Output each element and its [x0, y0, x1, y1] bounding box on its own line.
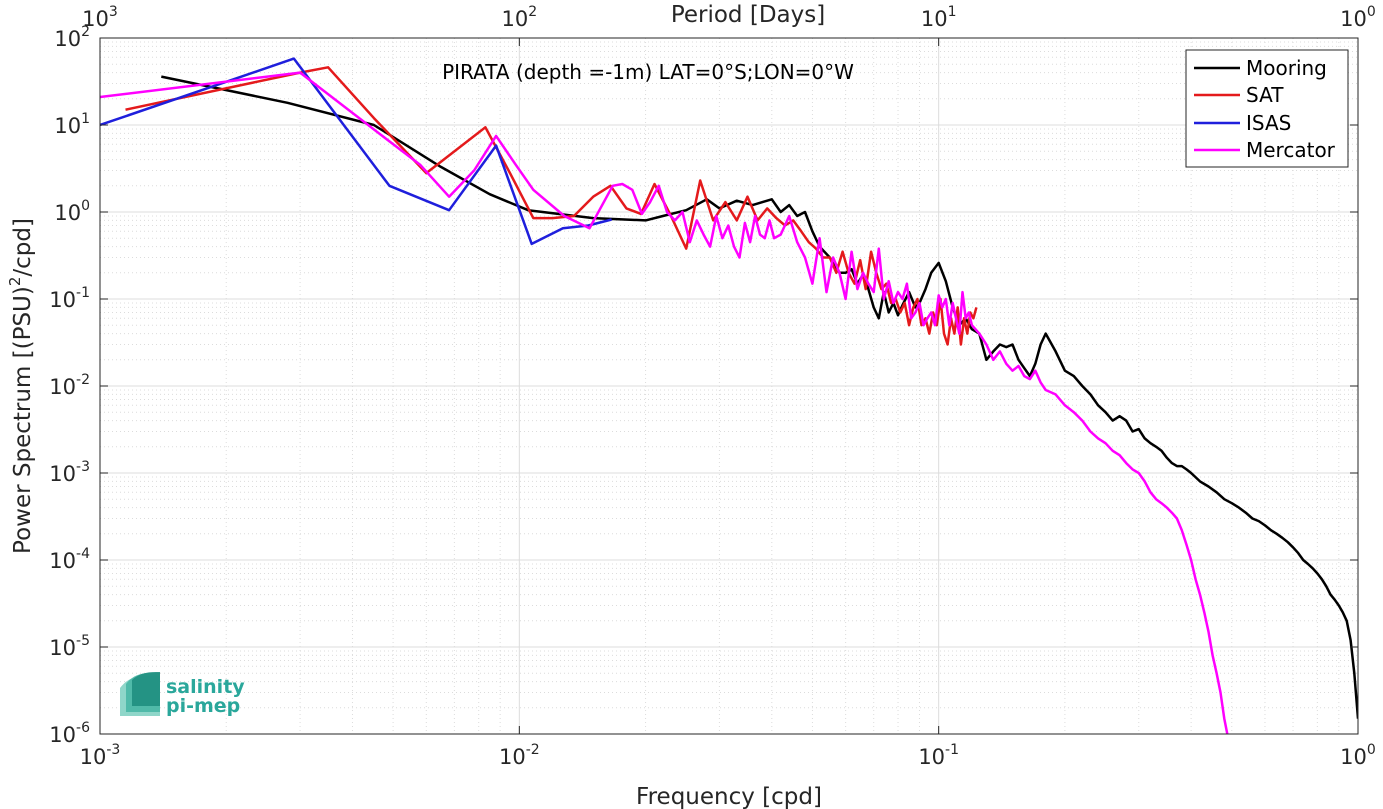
y-axis-label-exp: 2	[6, 277, 24, 287]
x2-tick-label: 101	[921, 4, 957, 31]
y-axis-label: Power Spectrum [(PSU)2/cpd]	[6, 218, 36, 554]
x2-tick-label: 100	[1340, 4, 1376, 31]
y-tick-label: 10-4	[49, 546, 90, 573]
legend-label-sat: SAT	[1246, 83, 1284, 107]
chart-annotation: PIRATA (depth =-1m) LAT=0°S;LON=0°W	[442, 60, 854, 84]
y-tick-label: 10-2	[49, 372, 90, 399]
y-tick-label: 10-3	[49, 459, 90, 486]
x2-tick-label: 103	[82, 4, 118, 31]
x-tick-label: 10-3	[80, 742, 121, 769]
legend-label-isas: ISAS	[1246, 111, 1291, 135]
y-tick-label: 10-5	[49, 633, 90, 660]
series-layer	[100, 57, 1358, 734]
y-tick-label: 100	[54, 198, 90, 225]
legend: Mooring SAT ISAS Mercator	[1185, 49, 1349, 168]
series-line-isas	[100, 57, 612, 246]
logo-line1: salinity	[166, 676, 245, 698]
x2-tick-label: 102	[502, 4, 538, 31]
logo-line2: pi-mep	[166, 695, 240, 717]
y-axis-label-main: Power Spectrum [(PSU)	[10, 286, 36, 554]
y-tick-label: 101	[54, 111, 90, 138]
y-tick-label: 102	[54, 24, 90, 51]
x-tick-label: 100	[1340, 742, 1376, 769]
y-tick-label: 10-1	[49, 285, 90, 312]
salinity-pi-mep-logo: salinity pi-mep	[120, 672, 245, 717]
x2-axis-label: Period [Days]	[671, 2, 825, 28]
y-axis-label-tail: /cpd]	[10, 218, 36, 277]
series-line-mercator	[100, 71, 1229, 734]
legend-label-mooring: Mooring	[1246, 56, 1327, 80]
y-tick-label: 10-6	[49, 720, 90, 747]
x-tick-label: 10-2	[499, 742, 540, 769]
logo-wave-icon	[120, 672, 160, 716]
legend-box	[1185, 49, 1349, 168]
x-axis-label: Frequency [cpd]	[636, 784, 822, 809]
legend-label-mercator: Mercator	[1246, 138, 1336, 162]
x-tick-label: 10-1	[918, 742, 959, 769]
series-line-mooring	[161, 75, 1358, 719]
